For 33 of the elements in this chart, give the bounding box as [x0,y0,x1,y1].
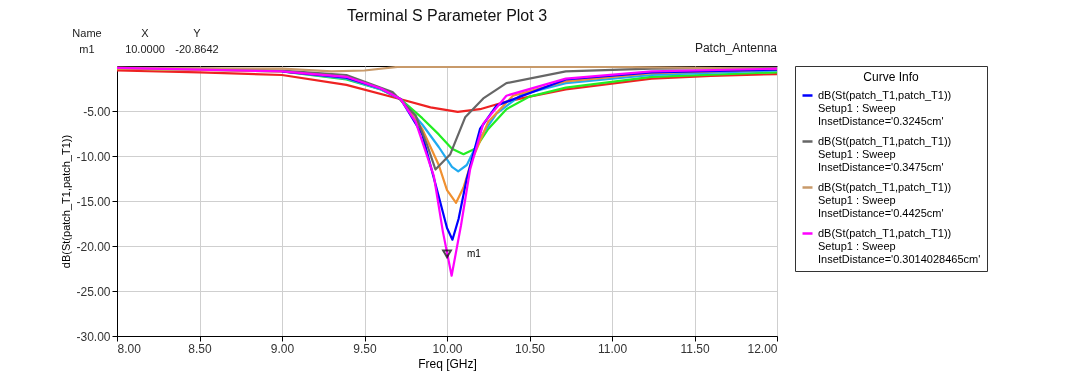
y-tick-label: -20.00 [76,239,111,254]
x-tick-label: 9.00 [270,341,295,356]
legend-label: dB(St(patch_T1,patch_T1)) Setup1 : Sweep InsetDistance='0.3475cm' [818,134,952,173]
x-tick-label: 9.50 [353,341,377,356]
y-axis-title: dB(St(patch_T1,patch_T1)) [60,134,73,269]
y-tick-label: -5.00 [83,104,111,119]
text: 10.0000 [125,43,165,55]
text: X [141,27,150,39]
x-tick-label: 8.00 [117,341,142,356]
line-series [117,66,777,277]
y-tick-label: -30.00 [76,329,111,344]
x-tick-label: 11.00 [597,341,628,356]
x-tick-label: 11.50 [680,341,710,356]
y-tick-label: -25.00 [76,284,111,299]
y-tick-label: -10.00 [76,149,111,164]
text: -20.8642 [175,43,219,55]
x-tick-label: 8.50 [188,341,212,356]
x-tick-label: 10.00 [432,341,463,356]
y-tick-label: -15.00 [76,194,111,209]
legend-label: dB(St(patch_T1,patch_T1)) Setup1 : Sweep InsetDistance='0.3014028465cm' [818,226,981,265]
text: m1 [79,43,95,55]
legend-label: dB(St(patch_T1,patch_T1)) Setup1 : Sweep InsetDistance='0.3245cm' [818,88,952,127]
text: Y [193,27,202,39]
x-tick-label: 10.50 [514,341,546,356]
legend-label: dB(St(patch_T1,patch_T1)) Setup1 : Sweep InsetDistance='0.4425cm' [818,180,952,219]
chart-title: Terminal S Parameter Plot 3 [346,7,548,24]
x-tick-label: 12.00 [747,341,778,356]
legend-title: Curve Info [863,70,920,84]
line-series [117,69,777,113]
text: Patch_Antenna [694,41,778,55]
annotation: m1 [467,247,482,259]
text: Name [72,27,102,39]
x-axis-title: Freq [GHz] [418,356,477,371]
